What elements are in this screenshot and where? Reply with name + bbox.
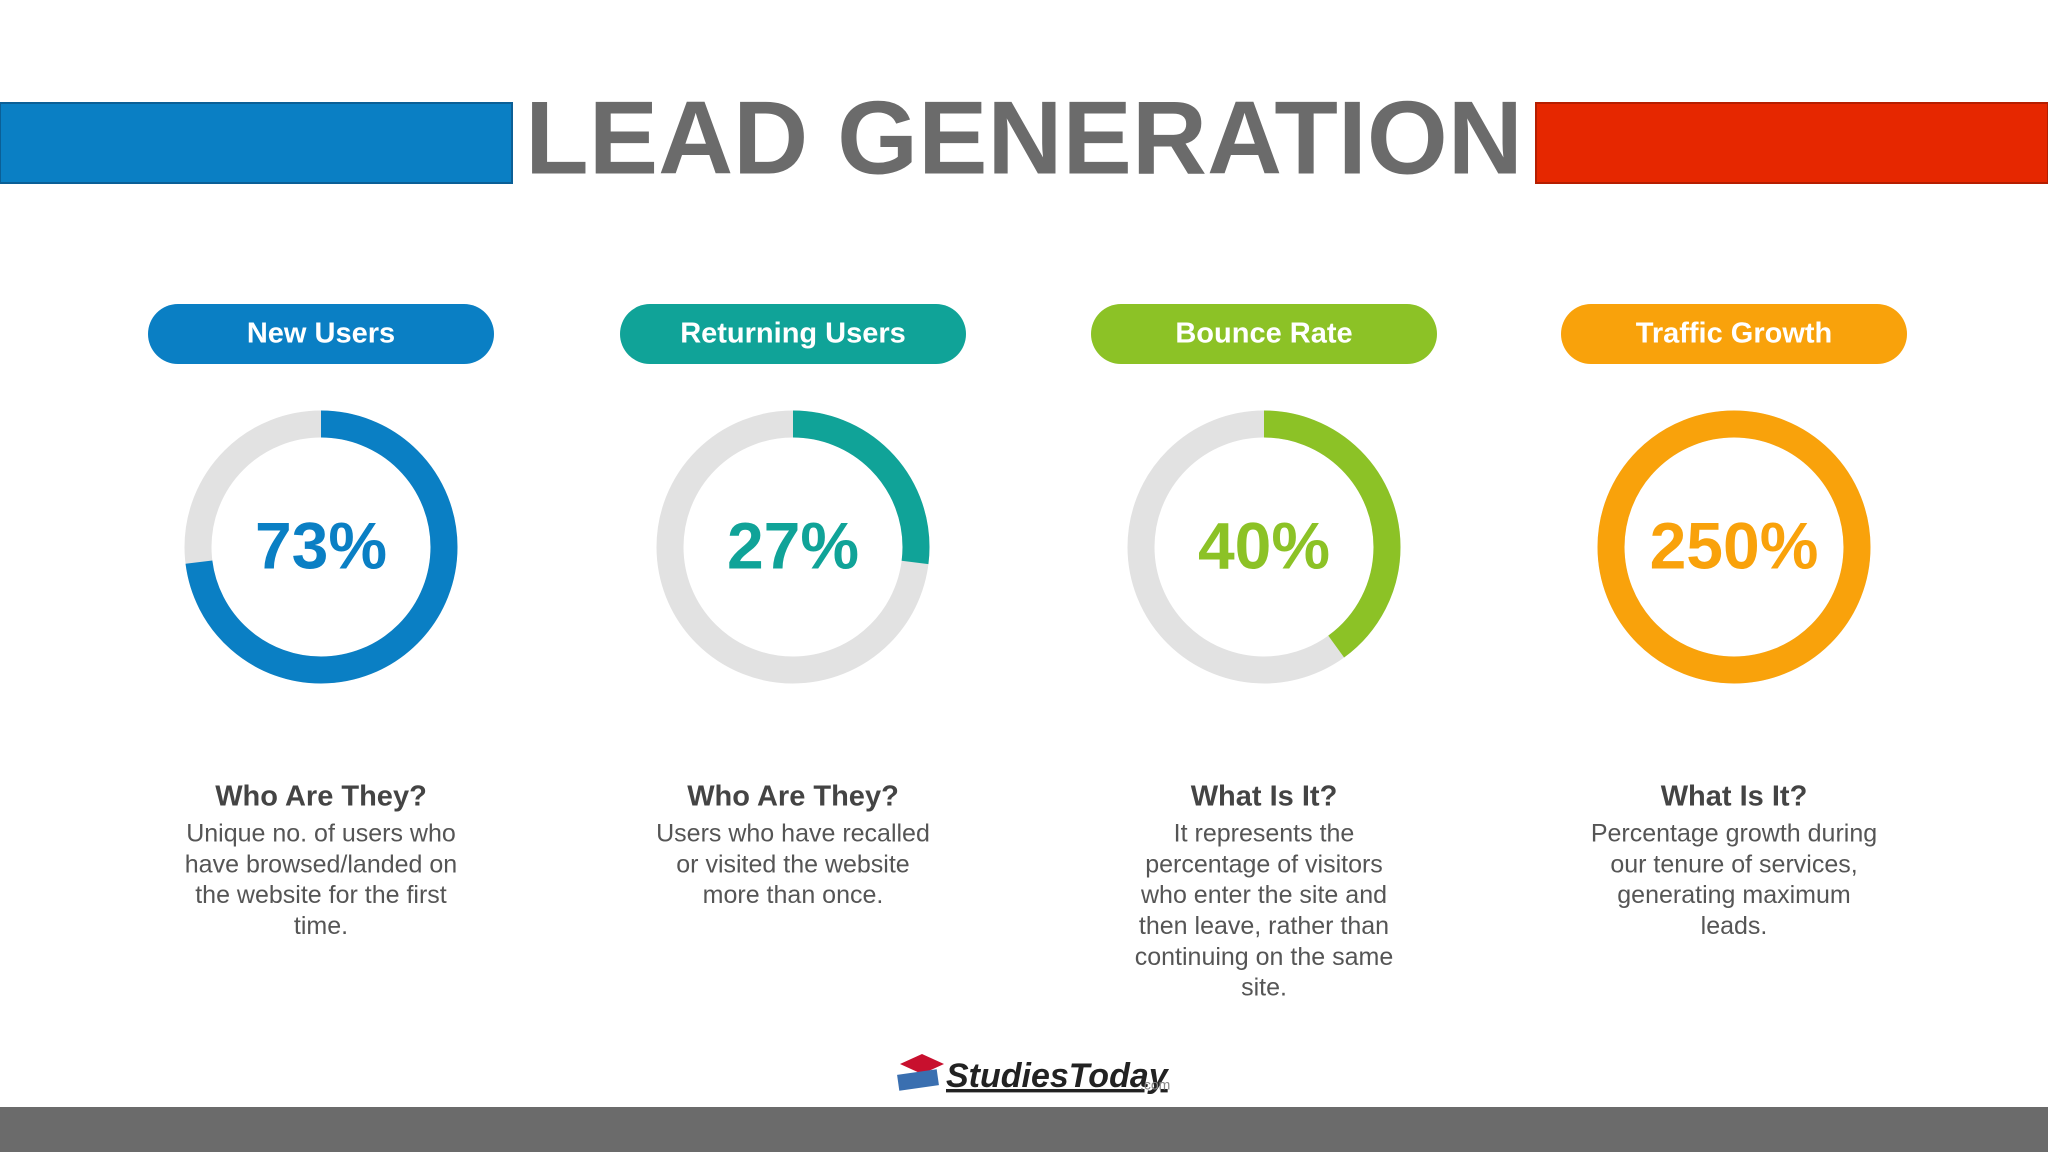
card-heading: What Is It?	[1661, 781, 1808, 813]
logo-books	[897, 1069, 939, 1091]
card-description: leads.	[1701, 912, 1768, 940]
card-description: time.	[294, 912, 348, 940]
card-description: It represents the	[1174, 820, 1355, 848]
card-heading: Who Are They?	[215, 781, 427, 813]
footer-bar	[0, 1107, 2048, 1152]
cards: New Users 73% Who Are They? Unique no. of u…	[148, 304, 1907, 1002]
card-description: the website for the first	[195, 881, 447, 909]
logo: StudiesToday .com	[897, 1054, 1170, 1095]
value-label: 27%	[727, 508, 859, 582]
red-bar	[1535, 102, 2048, 184]
logo-text: StudiesToday	[946, 1057, 1170, 1095]
card-heading: Who Are They?	[687, 781, 899, 813]
card-description: who enter the site and	[1140, 881, 1387, 909]
donut-arc	[184, 410, 458, 684]
card-description: Users who have recalled	[656, 820, 930, 848]
donut-arc	[1597, 410, 1871, 684]
card-heading: What Is It?	[1191, 781, 1338, 813]
card-description: or visited the website	[676, 850, 909, 878]
card-description: percentage of visitors	[1145, 850, 1383, 878]
value-label: 73%	[255, 508, 387, 582]
pill-label: Bounce Rate	[1175, 318, 1352, 350]
value-label: 40%	[1198, 508, 1330, 582]
card-description: site.	[1241, 974, 1287, 1002]
pill-label: New Users	[247, 318, 395, 350]
card-description: continuing on the same	[1135, 943, 1394, 971]
card-description: more than once.	[703, 881, 884, 909]
pill	[1091, 304, 1437, 364]
donut-arc	[1127, 410, 1401, 684]
card-description: then leave, rather than	[1139, 912, 1389, 940]
value-label: 250%	[1650, 508, 1819, 582]
pill	[620, 304, 966, 364]
card-description: our tenure of services,	[1610, 850, 1857, 878]
logo-cap	[900, 1054, 944, 1074]
slide-title: LEAD GENERATION	[525, 80, 1523, 196]
card-description: generating maximum	[1617, 881, 1850, 909]
card-description: have browsed/landed on	[185, 850, 457, 878]
pill-label: Returning Users	[680, 318, 906, 350]
pill	[148, 304, 494, 364]
pill	[1561, 304, 1907, 364]
pill-label: Traffic Growth	[1636, 318, 1833, 350]
donut-arc	[656, 410, 930, 684]
blue-bar	[0, 102, 513, 184]
card-description: Percentage growth during	[1591, 820, 1877, 848]
logo-suffix: .com	[1140, 1077, 1170, 1093]
card-description: Unique no. of users who	[186, 820, 456, 848]
